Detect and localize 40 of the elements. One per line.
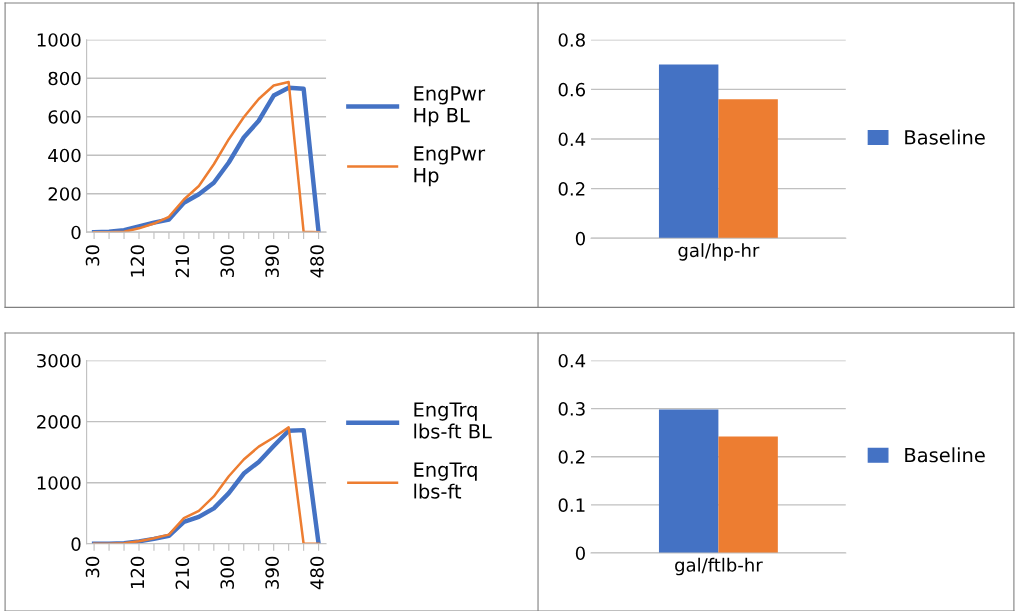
y-tick-label: 0.8 [558,33,585,47]
y-tick-label: 400 [48,148,81,163]
x-tick-label: 390 [265,556,279,589]
y-tick-label: 0.4 [558,353,586,368]
x-tick-label: 210 [175,245,190,278]
y-tick-label: 0 [575,546,585,561]
legend-label: EngPwr Hp [414,146,486,187]
legend-label: EngTrq lbs-ft [414,462,477,499]
x-tick-label: 30 [85,556,100,578]
y-tick-label: 600 [48,110,81,124]
legend-label: Baseline [905,129,985,145]
legend-label: EngPwr Hp BL [414,86,486,127]
y-tick-label: 200 [48,187,81,201]
y-tick-label: 0.6 [558,82,586,97]
y-tick-label: 0.1 [558,498,585,512]
y-tick-label: 0.4 [558,132,586,147]
y-tick-label: 0.3 [558,402,585,416]
x-tick-label: gal/ftlb-hr [675,557,763,576]
x-tick-label: 30 [85,245,100,266]
legend-label: Baseline [905,447,985,463]
y-tick-label: 3000 [37,353,81,368]
x-tick-label: 120 [130,245,145,277]
y-tick-label: 2000 [37,415,81,429]
x-tick-label: 120 [130,556,145,589]
y-tick-label: 0 [575,231,585,246]
y-tick-label: 0 [71,225,81,240]
x-tick-label: 480 [310,245,324,278]
x-tick-label: 300 [220,245,235,278]
x-tick-label: gal/hp-hr [678,243,760,261]
y-tick-label: 0.2 [558,450,585,464]
x-tick-label: 300 [220,556,235,589]
y-tick-label: 800 [48,71,81,86]
x-tick-label: 480 [310,556,324,590]
y-tick-label: 1000 [37,476,81,490]
x-tick-label: 390 [265,245,279,278]
legend-label: EngTrq lbs-ft BL [414,402,492,439]
y-tick-label: 0.2 [558,182,585,196]
x-tick-label: 210 [175,556,190,589]
y-tick-label: 0 [71,537,81,551]
y-tick-label: 1000 [37,33,81,47]
